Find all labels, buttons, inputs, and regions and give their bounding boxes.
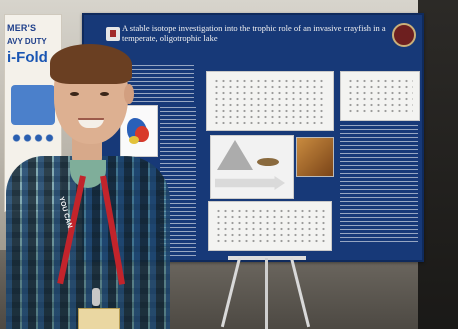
poster-map — [120, 105, 158, 157]
poster-text-column-right — [340, 125, 418, 245]
scatter-plot-2 — [340, 71, 420, 121]
ear — [124, 84, 134, 104]
left-eye — [70, 92, 79, 96]
scatter-plot-3 — [208, 201, 332, 251]
badge-clip — [92, 288, 100, 306]
right-eye — [100, 92, 109, 96]
presenter: YOU CAN — [0, 0, 200, 329]
crayfish-photo — [296, 137, 334, 177]
smile — [78, 118, 104, 128]
green-undershirt — [70, 160, 106, 188]
poster-text-column-left — [124, 65, 194, 105]
food-web-diagram — [210, 135, 294, 199]
hair — [50, 44, 132, 84]
lanyard — [57, 175, 126, 296]
university-logo — [106, 27, 120, 41]
scatter-plot-1 — [206, 71, 334, 131]
institution-seal — [392, 23, 416, 47]
poster-title: A stable isotope investigation into the … — [122, 23, 386, 43]
easel-leg-middle — [265, 258, 268, 329]
banner-icons — [11, 133, 55, 143]
dark-doorway — [418, 0, 458, 329]
banner-text-1: MER'S — [7, 23, 37, 33]
name-badge — [78, 308, 120, 329]
banner-text-3: i-Fold — [7, 49, 48, 66]
banner-graphic — [11, 85, 55, 125]
banner-text-2: AVY DUTY — [7, 37, 47, 46]
